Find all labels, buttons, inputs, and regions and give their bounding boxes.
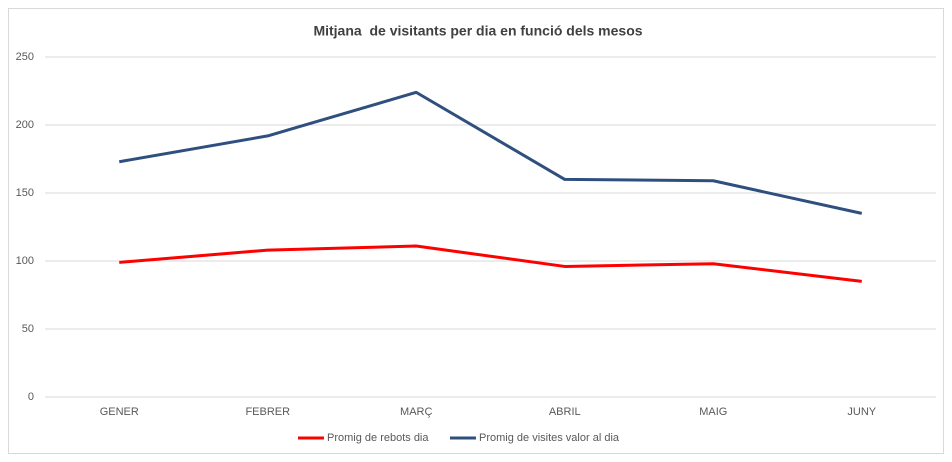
y-tick-label: 100: [16, 255, 34, 267]
x-tick-label: ABRIL: [549, 406, 581, 418]
y-tick-label: 50: [22, 323, 34, 335]
legend-label: Promig de rebots dia: [327, 432, 429, 444]
x-tick-label: FEBRER: [245, 406, 290, 418]
y-tick-label: 250: [16, 51, 34, 63]
legend-label: Promig de visites valor al dia: [479, 432, 620, 444]
x-tick-label: GENER: [100, 406, 139, 418]
y-tick-label: 0: [28, 391, 34, 403]
chart-border: [8, 8, 944, 454]
y-tick-label: 200: [16, 119, 34, 131]
chart-title: Mitjana de visitants per dia en funció d…: [313, 23, 642, 39]
x-tick-label: MAIG: [699, 406, 727, 418]
series-line: [119, 244, 862, 283]
x-tick-label: MARÇ: [400, 406, 432, 418]
x-tick-label: JUNY: [847, 406, 876, 418]
y-tick-label: 150: [16, 187, 34, 199]
series-line: [118, 90, 863, 215]
